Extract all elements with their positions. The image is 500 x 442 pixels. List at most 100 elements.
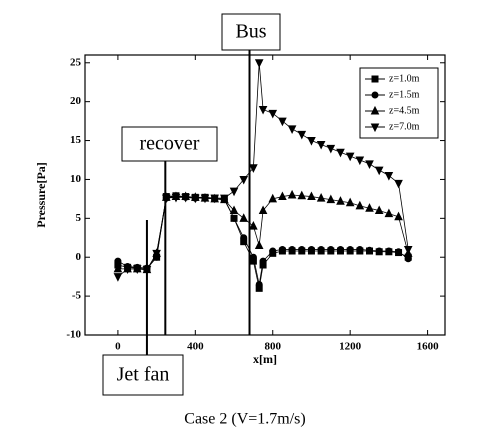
data-point (114, 257, 122, 265)
legend-label: z=7.0m (389, 121, 420, 132)
legend-marker (370, 105, 380, 115)
legend-label: z=4.5m (389, 105, 420, 116)
data-point (326, 144, 336, 154)
annotation-box (221, 13, 281, 51)
y-tick-label: 15 (70, 134, 82, 146)
annotation-text: Jet fan (117, 364, 170, 386)
x-tick-label: 1200 (339, 341, 362, 353)
data-point (384, 172, 394, 181)
data-point (200, 194, 210, 204)
data-point (374, 166, 384, 176)
data-point (229, 187, 239, 197)
data-point (239, 175, 249, 185)
annotation-box (121, 126, 218, 162)
data-point (181, 193, 190, 203)
data-point (171, 193, 181, 203)
data-point (384, 208, 394, 218)
data-point (385, 247, 393, 255)
data-point (268, 193, 278, 203)
data-point (123, 265, 132, 275)
data-point (356, 245, 364, 253)
data-point (394, 211, 403, 221)
x-axis-label: x[m] (253, 352, 277, 366)
data-point (365, 203, 374, 212)
data-point (365, 160, 374, 170)
data-point (258, 105, 268, 115)
data-point (254, 240, 264, 250)
data-point (297, 130, 307, 140)
data-point (326, 194, 336, 204)
data-point (317, 245, 325, 253)
data-point (307, 191, 316, 201)
annotation-text: Bus (235, 21, 266, 43)
data-point (355, 200, 365, 210)
legend-marker (370, 123, 380, 133)
y-tick-label: 10 (70, 173, 82, 185)
data-point (132, 265, 142, 275)
y-tick-label: 20 (70, 95, 82, 107)
x-tick-label: 400 (187, 341, 204, 353)
y-tick-label: 5 (76, 212, 82, 224)
legend-label: z=1.5m (389, 89, 420, 100)
data-point (297, 190, 307, 200)
data-point (210, 194, 219, 204)
data-point (298, 245, 306, 253)
data-point (220, 194, 229, 204)
data-point (355, 156, 365, 166)
data-point (394, 179, 403, 189)
data-point (316, 140, 326, 150)
data-point (249, 164, 258, 173)
caption: Case 2 (V=1.7m/s) (184, 411, 305, 428)
data-point (307, 245, 315, 253)
data-point (374, 205, 384, 215)
y-tick-label: -10 (66, 329, 81, 341)
data-point (268, 109, 278, 119)
data-point (345, 197, 355, 207)
data-point (278, 117, 287, 127)
data-point (346, 245, 354, 253)
data-point (336, 196, 345, 205)
x-tick-label: 800 (264, 341, 281, 353)
data-point (287, 189, 297, 199)
x-tick-label: 1600 (417, 341, 440, 353)
y-tick-label: -5 (72, 290, 82, 302)
data-point (316, 192, 326, 202)
data-point (113, 273, 123, 282)
data-point (336, 148, 345, 158)
data-point (258, 205, 268, 215)
data-point (240, 234, 248, 242)
data-point (278, 245, 286, 253)
annotation-box (102, 354, 184, 396)
data-point (336, 245, 344, 253)
data-point (249, 220, 258, 230)
plot-frame (84, 54, 446, 336)
legend-marker (371, 75, 379, 83)
data-point (307, 137, 316, 146)
data-point (249, 253, 257, 261)
y-tick-label: 25 (70, 56, 82, 68)
data-point (366, 246, 374, 254)
data-point (278, 191, 287, 201)
data-point (229, 205, 239, 215)
data-point (255, 280, 263, 288)
data-point (403, 245, 413, 255)
data-point (254, 59, 264, 68)
legend-marker (371, 91, 379, 99)
data-point (395, 248, 403, 256)
data-point (287, 125, 297, 135)
data-point (259, 257, 267, 265)
legend-label: z=1.0m (389, 73, 420, 84)
annotation-text: recover (140, 133, 200, 155)
data-point (327, 245, 335, 253)
data-point (345, 152, 355, 162)
data-point (269, 247, 277, 255)
data-point (152, 249, 161, 259)
data-point (191, 194, 200, 204)
y-axis-label: Pressure[Pa] (34, 162, 48, 228)
x-tick-label: 0 (115, 341, 121, 353)
y-tick-label: 0 (76, 251, 82, 263)
data-point (239, 213, 249, 222)
data-point (113, 263, 123, 273)
data-point (288, 245, 296, 253)
